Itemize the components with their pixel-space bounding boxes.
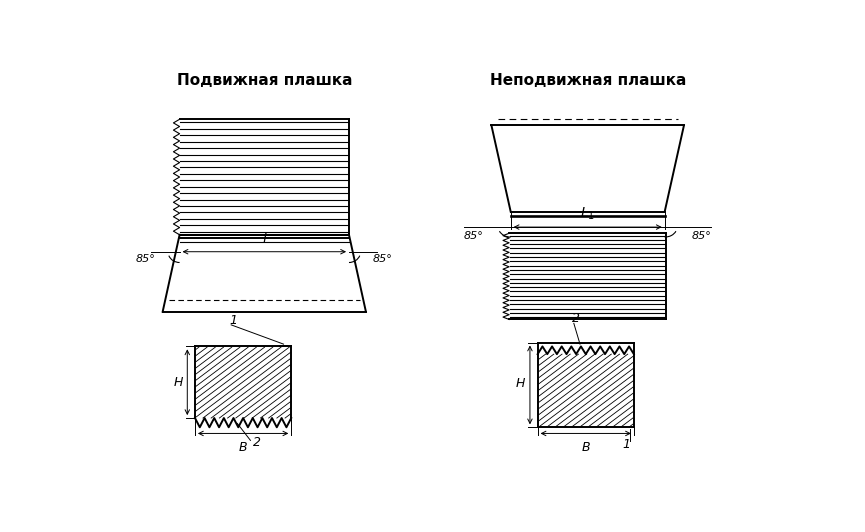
Text: 85°: 85°	[373, 254, 393, 264]
Text: l: l	[262, 232, 266, 246]
Text: Подвижная плашка: Подвижная плашка	[176, 73, 352, 88]
Text: H: H	[516, 377, 525, 389]
Text: 2: 2	[572, 312, 580, 325]
Text: B: B	[239, 441, 247, 454]
Text: $L_1$: $L_1$	[580, 205, 595, 222]
Text: 1: 1	[229, 314, 238, 327]
Text: 2: 2	[253, 436, 260, 449]
Text: 85°: 85°	[464, 231, 484, 242]
Text: 85°: 85°	[692, 231, 712, 242]
Text: Неподвижная плашка: Неподвижная плашка	[490, 73, 686, 88]
Text: 85°: 85°	[136, 254, 156, 264]
Text: 1: 1	[622, 438, 631, 451]
Text: B: B	[581, 441, 590, 454]
Text: H: H	[173, 376, 183, 389]
